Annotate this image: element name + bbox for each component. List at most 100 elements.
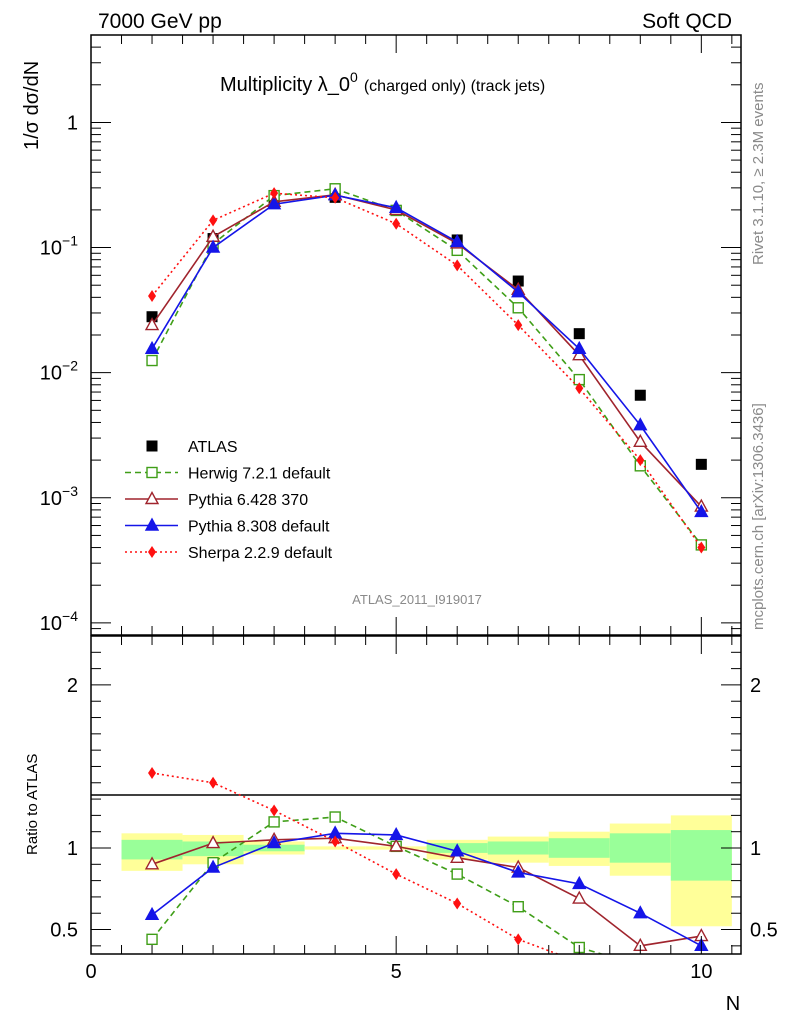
x-axis-label: N: [726, 993, 740, 1015]
main-point-sherpa-9: [636, 454, 645, 467]
main-point-sherpa-4: [331, 191, 340, 204]
main-point-pythia8-5: [388, 199, 404, 213]
ratio-panel-frame: [90, 635, 742, 955]
ratio-band-inner-10: [670, 830, 732, 881]
ratio-point-herwig-6: [451, 868, 463, 880]
ratio-point-pythia8-5: [388, 826, 404, 841]
mcplots-reference-label: mcplots.cern.ch [arXiv:1306.3436]: [750, 403, 767, 630]
ratio-band-inner-9: [609, 833, 671, 863]
plot-title-superscript: 0: [350, 69, 358, 85]
ratio-point-sherpa-9: [636, 964, 644, 976]
ratio-x-tick-label-2: 5: [391, 961, 402, 983]
ratio-y-tick-label-right-3: 2: [750, 675, 761, 697]
ratio-band-inner-1: [121, 839, 183, 860]
ratio-point-sherpa-8: [575, 956, 583, 968]
main-point-pythia8-10: [694, 504, 709, 518]
ratio-point-pythia6-1: [144, 856, 160, 870]
ratio-x-tick-label-1: 0: [85, 961, 96, 983]
main-series-pythia6: [144, 186, 709, 512]
header-process-label: Soft QCD: [642, 10, 732, 33]
ratio-point-herwig-9: [635, 960, 645, 970]
ratio-point-sherpa-4: [331, 835, 340, 848]
main-point-atlas-7: [512, 275, 524, 287]
ratio-point-pythia8-8: [572, 875, 587, 890]
legend-entry-pythia8: Pythia 8.308 default: [125, 517, 330, 536]
legend-marker-herwig: [146, 466, 158, 479]
legend-label-atlas: ATLAS: [188, 439, 238, 456]
main-point-sherpa-3: [270, 187, 279, 200]
main-point-sherpa-6: [453, 259, 462, 272]
main-line-pythia8: [151, 194, 702, 513]
ratio-point-pythia6-5: [388, 838, 404, 852]
legend-entry-sherpa: Sherpa 2.2.9 default: [125, 545, 333, 562]
ratio-point-sherpa-2: [209, 776, 218, 789]
ratio-y-tick-label-right-1: 0.5: [750, 920, 778, 942]
legend-marker-pythia8: [144, 517, 160, 531]
legend-marker-atlas: [146, 440, 158, 452]
ratio-point-sherpa-1: [148, 766, 157, 779]
ratio-point-pythia6-8: [572, 890, 587, 904]
ratio-point-pythia8-7: [511, 864, 526, 878]
main-point-atlas-1: [146, 311, 158, 323]
plot-title: Multiplicity λ_00 (charged only) (track j…: [220, 69, 545, 96]
ratio-line-herwig: [151, 816, 605, 954]
ratio-point-sherpa-3: [270, 804, 279, 817]
ratio-point-pythia8-1: [144, 906, 160, 921]
legend-entry-pythia6: Pythia 6.428 370: [125, 491, 308, 509]
legend-label-pythia8: Pythia 8.308 default: [188, 519, 330, 536]
ratio-series-pythia8: [144, 825, 709, 952]
ratio-point-herwig-7: [512, 901, 524, 913]
header-energy-label: 7000 GeV pp: [98, 10, 222, 33]
main-point-pythia6-8: [572, 347, 587, 361]
ratio-point-sherpa-6: [453, 897, 462, 910]
ratio-panel-series: [144, 766, 709, 976]
main-point-sherpa-8: [575, 382, 584, 395]
ratio-band-inner-2: [182, 841, 244, 857]
main-y-tick-label-4: 10−1: [40, 233, 78, 260]
ratio-band-outer-4: [304, 846, 366, 850]
main-point-pythia8-3: [266, 196, 282, 210]
main-line-pythia6: [151, 193, 702, 508]
ratio-point-herwig-1: [146, 933, 158, 946]
main-point-sherpa-2: [209, 214, 218, 227]
ratio-point-sherpa-5: [392, 868, 401, 881]
main-y-tick-label-1: 10−4: [40, 608, 78, 635]
rivet-version-label: Rivet 3.1.10, ≥ 2.3M events: [750, 83, 767, 266]
ratio-point-pythia6-2: [205, 835, 221, 849]
legend: ATLAS Herwig 7.2.1 default Pythia 6.428 37…: [125, 439, 333, 562]
ratio-point-pythia8-9: [633, 905, 648, 919]
main-point-sherpa-1: [148, 289, 157, 302]
ratio-point-herwig-4: [329, 811, 341, 823]
ratio-point-pythia8-3: [266, 835, 282, 849]
main-point-atlas-10: [695, 458, 707, 470]
ratio-point-sherpa-7: [514, 933, 523, 946]
ratio-x-tick-label-3: 10: [690, 961, 712, 983]
main-line-sherpa: [151, 192, 702, 549]
main-y-tick-label-3: 10−2: [40, 358, 78, 385]
ratio-line-sherpa: [151, 772, 560, 954]
main-point-pythia8-9: [633, 417, 648, 431]
main-panel-series: [144, 183, 709, 554]
main-point-pythia8-6: [450, 233, 465, 248]
main-point-atlas-8: [573, 328, 585, 340]
main-point-pythia8-8: [572, 340, 587, 355]
ratio-y-tick-label-left-3: 2: [67, 675, 78, 697]
main-y-tick-label-2: 10−3: [40, 483, 78, 510]
ratio-point-herwig-3: [268, 816, 280, 828]
ratio-line-pythia8: [151, 832, 702, 947]
main-y-axis-label: 1/σ dσ/dN: [21, 61, 43, 150]
ratio-y-tick-label-left-2: 1: [67, 838, 78, 860]
plot-title-main: Multiplicity λ_0: [220, 74, 350, 96]
main-point-pythia8-2: [205, 239, 221, 253]
main-point-herwig-7: [512, 302, 524, 314]
ratio-y-tick-label-left-1: 0.5: [50, 920, 78, 942]
main-series-sherpa: [148, 187, 706, 554]
ratio-point-pythia8-2: [205, 859, 221, 873]
legend-marker-pythia6: [144, 491, 160, 505]
main-y-tick-label-5: 1: [67, 112, 78, 134]
main-point-pythia8-1: [144, 340, 160, 355]
ratio-y-axis-label: Ratio to ATLAS: [24, 754, 41, 855]
main-point-pythia6-9: [633, 433, 648, 448]
main-point-sherpa-7: [514, 319, 523, 332]
